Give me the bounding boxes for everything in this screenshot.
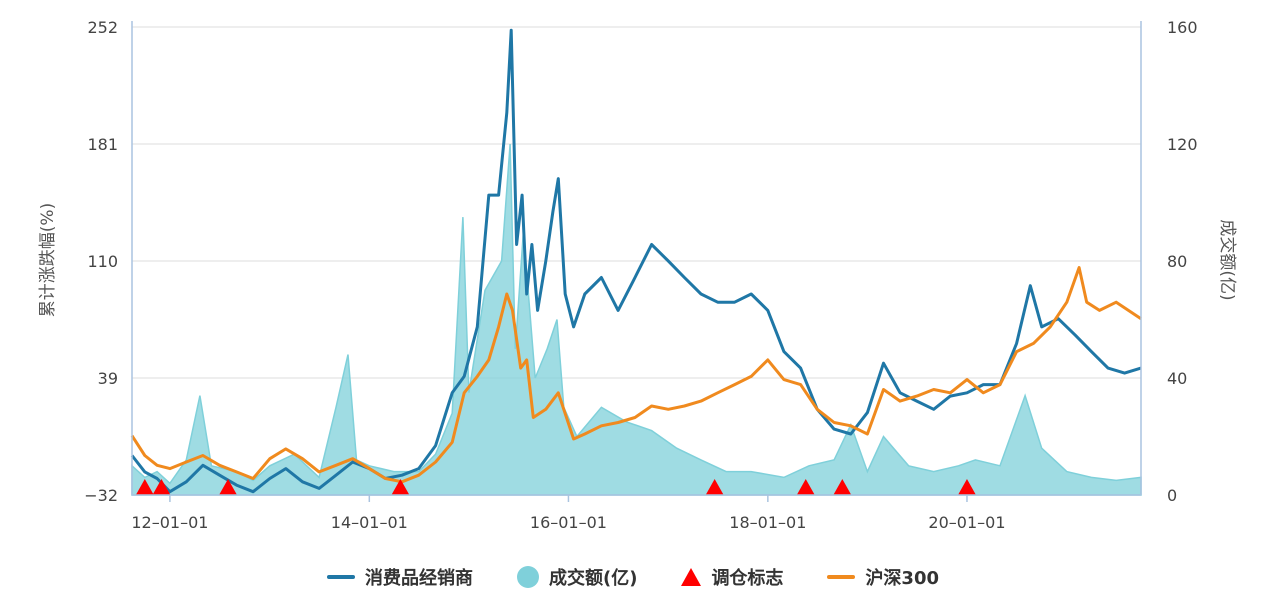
right-axis-title: 成交额(亿): [1217, 219, 1237, 300]
rebalance-marker-icon: [219, 479, 238, 495]
left-tick-label: 39: [98, 369, 118, 388]
left-tick-label: 252: [87, 18, 118, 37]
legend-label-industry: 消费品经销商: [364, 568, 473, 589]
left-tick-label: 110: [87, 252, 118, 271]
legend-label-volume: 成交额(亿): [548, 568, 638, 589]
chart-canvas: 252 160 181 120 110 80 39 40 −32 0 12–01–01 14–01–0…: [38, 18, 1237, 532]
right-tick-label: 120: [1167, 135, 1198, 154]
left-tick-label: 181: [87, 135, 118, 154]
rebalance-marker-icon: [796, 479, 815, 495]
volume-area: [131, 143, 1142, 496]
tick-labels: 252 160 181 120 110 80 39 40 −32 0 12–01–01 14–01–0…: [84, 18, 1197, 532]
x-tick-label: 12–01–01: [131, 513, 208, 532]
rebalance-marker-icon: [152, 479, 171, 495]
x-tick-label: 16–01–01: [530, 513, 607, 532]
rebalance-marker-icon: [833, 479, 852, 495]
hs300-line: [130, 266, 1142, 484]
legend-item-industry[interactable]: 消费品经销商: [326, 564, 473, 590]
axes: [131, 21, 1142, 502]
triangle-swatch-icon: [681, 568, 702, 586]
rebalance-marker-icon: [705, 479, 724, 495]
volume-area-path: [131, 143, 1142, 496]
grid-lines: [132, 26, 1141, 379]
right-tick-label: 0: [1167, 486, 1177, 505]
line-swatch-icon: [326, 575, 355, 579]
x-tick-label: 18–01–01: [729, 513, 806, 532]
industry-line: [130, 28, 1142, 494]
right-tick-label: 80: [1167, 252, 1187, 271]
series-lines: [130, 28, 1142, 494]
x-tick-label: 14–01–01: [331, 513, 408, 532]
right-tick-label: 160: [1167, 18, 1198, 37]
legend-item-marker[interactable]: 调仓标志: [681, 564, 783, 590]
x-tick-label: 20–01–01: [928, 513, 1005, 532]
line-swatch-icon: [827, 575, 856, 579]
left-tick-label: −32: [84, 486, 118, 505]
legend: 消费品经销商 成交额(亿) 调仓标志 沪深300: [0, 560, 1266, 594]
legend-label-marker: 调仓标志: [711, 568, 784, 589]
rebalance-marker-icon: [957, 479, 976, 495]
rebalance-markers: [135, 479, 976, 495]
legend-item-volume[interactable]: 成交额(亿): [516, 564, 638, 590]
left-axis-title: 累计涨跌幅(%): [38, 203, 58, 317]
legend-item-hs300[interactable]: 沪深300: [827, 564, 939, 590]
rebalance-marker-icon: [391, 479, 410, 495]
right-tick-label: 40: [1167, 369, 1187, 388]
circle-swatch-icon: [516, 566, 539, 588]
rebalance-marker-icon: [135, 479, 154, 495]
legend-label-hs300: 沪深300: [865, 568, 940, 589]
